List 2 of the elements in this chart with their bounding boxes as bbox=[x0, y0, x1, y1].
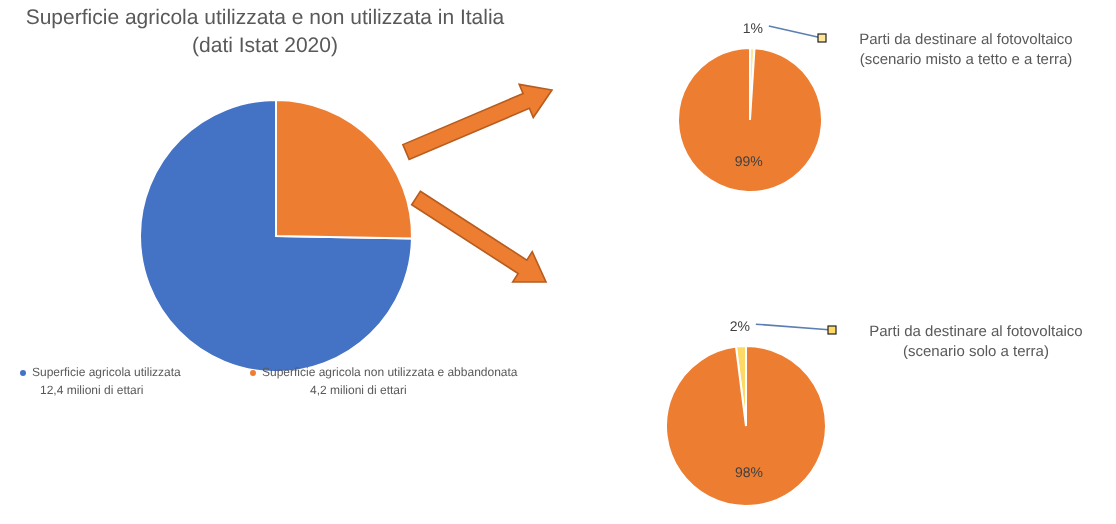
chart-title: Superficie agricola utilizzata e non utilizzata in Italia bbox=[23, 4, 507, 32]
chart-subtitle: (dati Istat 2020) bbox=[190, 32, 340, 60]
